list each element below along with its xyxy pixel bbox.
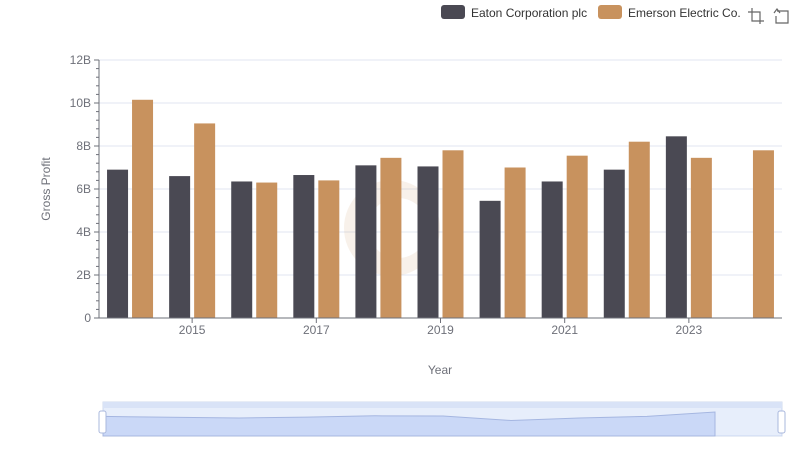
bar-eaton-2017[interactable] (293, 175, 315, 318)
datazoom-top-bar[interactable] (103, 402, 782, 408)
bar-eaton-2022[interactable] (603, 169, 625, 318)
bars (107, 99, 774, 319)
legend-label-emerson: Emerson Electric Co. (628, 6, 741, 20)
legend-swatch-emerson (598, 5, 622, 19)
bar-emerson-2022[interactable] (628, 141, 650, 318)
x-tick-label: 2021 (551, 323, 578, 337)
bar-eaton-2021[interactable] (541, 181, 563, 318)
y-tick-label: 6B (76, 182, 91, 196)
datazoom-slider[interactable] (98, 401, 786, 437)
datazoom-preview-area (102, 411, 716, 437)
y-tick-label: 12B (70, 53, 91, 67)
bar-emerson-2018[interactable] (380, 157, 402, 318)
bar-emerson-2024[interactable] (752, 150, 774, 318)
zoom-select-icon[interactable] (748, 8, 764, 24)
legend-item-emerson[interactable]: Emerson Electric Co. (598, 5, 741, 20)
legend-swatch-eaton (441, 5, 465, 19)
bar-emerson-2020[interactable] (504, 167, 526, 319)
y-tick-label: 8B (76, 139, 91, 153)
x-tick-labels: 2015 2017 2019 2021 2023 (179, 318, 703, 337)
datazoom-handle-left[interactable] (98, 410, 107, 434)
bar-eaton-2015[interactable] (169, 176, 191, 318)
x-tick-label: 2017 (303, 323, 330, 337)
legend-item-eaton[interactable]: Eaton Corporation plc (441, 5, 587, 20)
bar-eaton-2019[interactable] (417, 166, 439, 318)
bar-emerson-2015[interactable] (194, 123, 216, 318)
y-axis-title: Gross Profit (39, 157, 53, 221)
datazoom-handle-right[interactable] (777, 410, 786, 434)
bar-eaton-2020[interactable] (479, 200, 501, 318)
y-tick-label: 4B (76, 225, 91, 239)
x-tick-label: 2023 (676, 323, 703, 337)
legend: Eaton Corporation plc Emerson Electric C… (441, 5, 741, 20)
bar-emerson-2019[interactable] (442, 150, 464, 318)
bar-eaton-2016[interactable] (231, 181, 253, 318)
x-tick-label: 2015 (179, 323, 206, 337)
bar-emerson-2014[interactable] (132, 99, 154, 319)
bar-eaton-2023[interactable] (665, 136, 687, 318)
y-tick-labels: 0 2B 4B 6B 8B 10B 12B (70, 53, 92, 325)
legend-label-eaton: Eaton Corporation plc (471, 6, 587, 20)
x-tick-label: 2019 (427, 323, 454, 337)
bar-eaton-2014[interactable] (107, 169, 129, 318)
bar-emerson-2023[interactable] (690, 157, 712, 318)
bar-emerson-2021[interactable] (566, 155, 588, 318)
y-tick-label: 2B (76, 268, 91, 282)
y-tick-label: 0 (84, 311, 91, 325)
y-tick-label: 10B (70, 96, 91, 110)
bar-eaton-2018[interactable] (355, 165, 377, 318)
zoom-reset-icon[interactable] (773, 8, 789, 24)
bar-emerson-2016[interactable] (256, 182, 278, 318)
x-axis-title: Year (428, 363, 452, 377)
bar-emerson-2017[interactable] (318, 180, 340, 318)
